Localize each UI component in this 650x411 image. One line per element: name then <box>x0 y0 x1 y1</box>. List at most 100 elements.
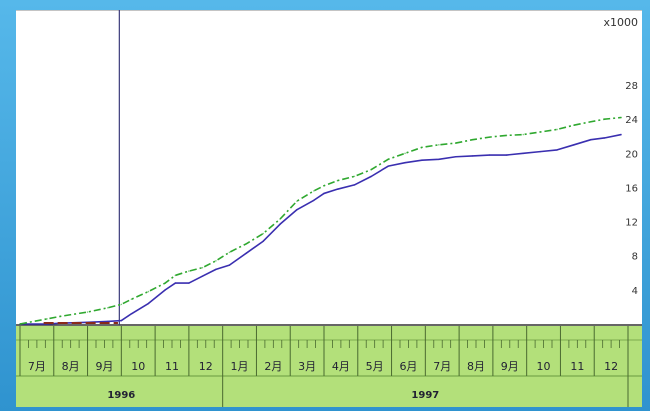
data-point <box>556 128 558 131</box>
data-point <box>130 298 133 301</box>
data-point <box>556 149 558 151</box>
data-point <box>353 184 356 186</box>
data-point <box>387 158 389 161</box>
data-point <box>59 315 62 318</box>
month-label: 11 <box>165 360 179 373</box>
data-point <box>201 266 204 269</box>
data-point <box>438 158 440 161</box>
data-point <box>454 142 457 144</box>
data-point <box>471 138 474 141</box>
month-label: 5月 <box>366 360 384 373</box>
data-point <box>404 161 406 164</box>
data-point <box>174 274 177 277</box>
data-point <box>387 165 389 167</box>
y-tick-label: 8 <box>632 252 638 263</box>
data-point <box>370 168 373 171</box>
data-point <box>296 208 298 211</box>
data-point <box>120 303 123 306</box>
data-point <box>188 270 190 272</box>
y-tick-label: 24 <box>625 115 638 126</box>
month-label: 12 <box>199 360 213 373</box>
month-label: 10 <box>537 360 551 373</box>
y-tick-label: 12 <box>625 218 638 229</box>
data-point <box>19 323 21 325</box>
month-label: 10 <box>131 360 145 373</box>
y-tick-label: 16 <box>625 183 638 194</box>
data-point <box>215 268 217 271</box>
data-point <box>245 252 248 254</box>
data-point <box>279 218 281 220</box>
data-point <box>404 152 406 155</box>
month-label: 8月 <box>62 360 80 373</box>
month-label: 12 <box>604 360 618 373</box>
data-point <box>279 223 281 225</box>
data-point <box>603 137 606 139</box>
month-label: 7月 <box>28 360 46 373</box>
series-line-1 <box>20 133 622 325</box>
data-point <box>471 155 474 157</box>
data-point <box>488 154 491 156</box>
data-point <box>573 124 575 126</box>
chart-panel: x1000 28 24 20 16 12 8 4 7月 8月 9月 10 11 12 1月 2月 3月 4月 5月 6… <box>16 10 642 407</box>
data-point <box>296 200 298 202</box>
data-point <box>245 242 248 245</box>
data-point <box>505 154 508 156</box>
data-point <box>262 232 264 235</box>
year-label: 1997 <box>411 390 439 401</box>
data-point <box>505 134 508 137</box>
month-label: 1月 <box>231 360 249 373</box>
data-point <box>539 150 541 153</box>
y-tick-label: 20 <box>625 149 638 160</box>
month-label: 9月 <box>501 360 519 373</box>
month-label: 6月 <box>399 360 417 373</box>
data-point <box>262 240 264 243</box>
month-label: 7月 <box>433 360 451 373</box>
time-axis-band <box>16 326 642 407</box>
y-tick-label: 4 <box>632 286 638 297</box>
data-point <box>228 264 231 266</box>
data-point <box>323 184 325 187</box>
data-point <box>353 175 356 178</box>
data-point <box>313 190 315 192</box>
data-point <box>603 118 606 120</box>
line-chart: x1000 28 24 20 16 12 8 4 7月 8月 9月 10 11 12 1月 2月 3月 4月 5月 6… <box>16 10 642 407</box>
data-point <box>46 318 48 320</box>
data-point <box>188 282 190 284</box>
data-point <box>590 138 592 141</box>
data-point <box>438 144 440 146</box>
data-point <box>201 275 204 278</box>
data-point <box>164 289 167 291</box>
month-label: 8月 <box>467 360 485 373</box>
data-point <box>323 192 325 195</box>
data-point <box>573 144 575 146</box>
month-label: 11 <box>570 360 584 373</box>
data-point <box>421 146 423 149</box>
data-point <box>147 302 150 305</box>
data-point <box>174 282 177 284</box>
data-point <box>120 319 123 322</box>
month-label: 3月 <box>298 360 316 373</box>
data-point <box>336 188 339 190</box>
data-point <box>228 251 231 254</box>
data-point <box>107 306 109 309</box>
data-point <box>215 260 217 262</box>
data-point <box>130 312 133 315</box>
month-label: 9月 <box>95 360 113 373</box>
data-point <box>336 179 339 182</box>
month-label: 4月 <box>332 360 350 373</box>
data-point <box>620 133 623 136</box>
y-unit-label: x1000 <box>603 16 638 29</box>
month-label: 2月 <box>264 360 282 373</box>
data-point <box>620 116 623 119</box>
data-point <box>107 320 109 323</box>
data-point <box>522 133 525 136</box>
data-point <box>454 155 457 158</box>
data-point <box>370 175 373 178</box>
series-line-2 <box>19 116 622 325</box>
data-point <box>488 136 491 138</box>
data-point <box>313 199 315 202</box>
year-label: 1996 <box>107 390 135 401</box>
data-point <box>539 131 541 133</box>
y-tick-label: 28 <box>625 81 638 92</box>
